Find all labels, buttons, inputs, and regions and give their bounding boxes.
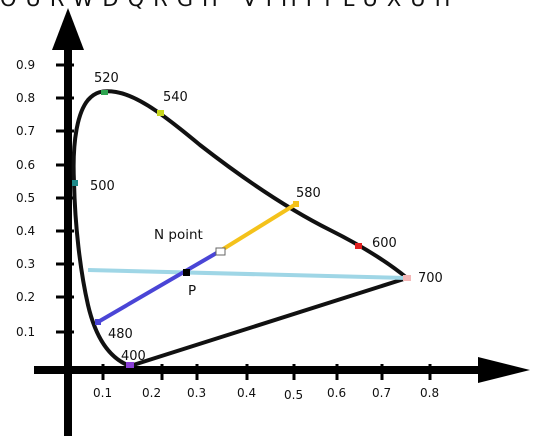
n-point-marker xyxy=(215,247,226,256)
y-tick-label: 0.7 xyxy=(16,124,35,138)
y-tick-label: 0.5 xyxy=(16,191,35,205)
point-p-marker xyxy=(183,269,190,276)
x-tick-label: 0.4 xyxy=(237,386,256,400)
marker-580 xyxy=(293,201,299,207)
y-tick-label: 0.8 xyxy=(16,91,35,105)
p-label: P xyxy=(188,283,196,299)
wavelength-label-520: 520 xyxy=(94,71,119,86)
marker-600 xyxy=(355,243,362,249)
wavelength-label-400: 400 xyxy=(121,349,146,364)
axes xyxy=(34,8,530,436)
marker-700 xyxy=(403,275,411,281)
marker-480 xyxy=(95,319,101,325)
y-tick-label: 0.2 xyxy=(16,290,35,304)
n-point-label: N point xyxy=(154,227,203,243)
x-tick-label: 0.8 xyxy=(420,386,439,400)
y-tick-label: 0.6 xyxy=(16,158,35,172)
wavelength-label-700: 700 xyxy=(418,271,443,286)
x-tick-label: 0.2 xyxy=(142,386,161,400)
marker-520 xyxy=(101,90,108,95)
marker-540 xyxy=(157,110,164,116)
wavelength-label-580: 580 xyxy=(296,186,321,201)
marker-400 xyxy=(126,362,134,368)
y-tick-marks xyxy=(56,63,74,334)
x-tick-label: 0.6 xyxy=(327,386,346,400)
x-tick-label: 0.7 xyxy=(372,386,391,400)
x-tick-marks xyxy=(101,364,432,380)
wavelength-label-600: 600 xyxy=(372,236,397,251)
x-tick-label: 0.1 xyxy=(93,386,112,400)
x-tick-label: 0.5 xyxy=(284,388,303,402)
y-tick-label: 0.9 xyxy=(16,58,35,72)
line-p-700 xyxy=(87,268,408,280)
x-tick-label: 0.3 xyxy=(187,386,206,400)
y-tick-label: 0.4 xyxy=(16,224,35,238)
line-480-p xyxy=(96,249,222,324)
spectral-locus xyxy=(71,89,409,368)
x-axis-arrow xyxy=(478,357,530,383)
y-tick-label: 0.1 xyxy=(16,325,35,339)
line-n-580 xyxy=(218,202,298,253)
top-text: OURWDQRGH VIHITLUXUH xyxy=(0,0,540,11)
wavelength-label-480: 480 xyxy=(108,327,133,342)
marker-500 xyxy=(72,180,78,186)
y-tick-label: 0.3 xyxy=(16,257,35,271)
y-axis-arrow xyxy=(52,8,84,50)
wavelength-label-500: 500 xyxy=(90,179,115,194)
wavelength-label-540: 540 xyxy=(163,90,188,105)
